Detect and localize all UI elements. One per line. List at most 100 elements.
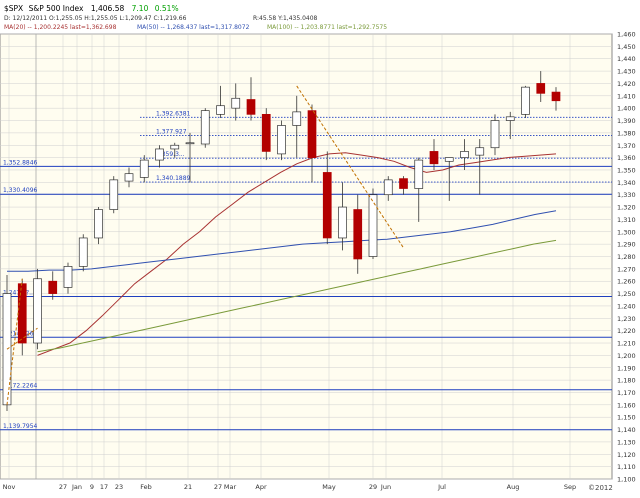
candle bbox=[2, 275, 12, 412]
ma50-legend: MA(50) -- 1,268.437 last=1,317.8072 bbox=[137, 24, 250, 31]
candle-body bbox=[353, 209, 363, 260]
candle bbox=[322, 151, 332, 245]
candle bbox=[155, 145, 164, 168]
candle bbox=[475, 139, 485, 195]
x-tick-label: 27 bbox=[59, 483, 67, 491]
x-tick-label: 21 bbox=[184, 483, 192, 491]
candle-body bbox=[536, 83, 546, 94]
ma100-legend: MA(100) -- 1,203.8771 last=1,292.7575 bbox=[267, 24, 387, 31]
y-tick-label: 1,230 bbox=[617, 315, 636, 323]
candle-body bbox=[307, 110, 317, 158]
candle bbox=[368, 188, 378, 259]
candle bbox=[246, 77, 256, 121]
x-tick-label: Mar bbox=[224, 483, 237, 491]
candle bbox=[277, 120, 286, 161]
y-tick-label: 1,380 bbox=[617, 129, 636, 137]
y-tick-label: 1,340 bbox=[617, 179, 636, 187]
candle bbox=[414, 157, 424, 222]
price-change: 7.10 bbox=[132, 4, 149, 13]
candle bbox=[231, 83, 241, 121]
price-change-pct: 0.51% bbox=[155, 4, 179, 13]
x-tick-label: Jun bbox=[380, 483, 391, 491]
candle bbox=[383, 176, 393, 201]
y-tick-label: 1,100 bbox=[617, 476, 636, 484]
candle-body bbox=[231, 97, 241, 109]
candle bbox=[353, 194, 363, 274]
candle bbox=[216, 85, 225, 119]
y-tick-label: 1,430 bbox=[617, 68, 636, 76]
y-tick-label: 1,180 bbox=[617, 377, 636, 385]
candle-body bbox=[475, 147, 485, 156]
y-tick-label: 1,460 bbox=[617, 31, 636, 39]
candle-body bbox=[48, 280, 58, 294]
y-tick-label: 1,450 bbox=[617, 43, 636, 51]
y-tick-label: 1,130 bbox=[617, 438, 636, 446]
candle-body bbox=[185, 142, 195, 145]
y-tick-label: 1,250 bbox=[617, 290, 636, 298]
moving-average-line bbox=[37, 239, 557, 353]
level-label: 1,330.4096 bbox=[3, 187, 38, 194]
x-tick-label: Jan bbox=[71, 483, 82, 491]
candle bbox=[139, 155, 149, 183]
candle bbox=[505, 111, 515, 140]
candle bbox=[185, 132, 195, 183]
candle bbox=[460, 139, 469, 170]
y-tick-label: 1,160 bbox=[617, 401, 636, 409]
y-tick-label: 1,300 bbox=[617, 228, 636, 236]
candle bbox=[170, 142, 180, 158]
y-tick-label: 1,360 bbox=[617, 154, 636, 162]
x-tick-label: Apr bbox=[255, 483, 267, 491]
x-tick-label: 23 bbox=[115, 483, 123, 491]
candle-body bbox=[17, 283, 27, 344]
y-tick-label: 1,420 bbox=[617, 80, 636, 88]
y-tick-label: 1,240 bbox=[617, 302, 636, 310]
trendline bbox=[296, 85, 404, 249]
candle-body bbox=[124, 173, 134, 182]
candle-body bbox=[505, 116, 515, 121]
y-tick-label: 1,330 bbox=[617, 191, 636, 199]
y-tick-label: 1,270 bbox=[617, 265, 636, 273]
y-tick-label: 1,290 bbox=[617, 241, 636, 249]
y-tick-label: 1,410 bbox=[617, 92, 636, 100]
candle-body bbox=[94, 209, 103, 239]
candle bbox=[33, 268, 42, 350]
candle-body bbox=[63, 266, 73, 288]
index-name: S&P 500 Index bbox=[29, 4, 84, 13]
candle bbox=[490, 114, 500, 156]
y-axis: 1,100 1,110 1,120 1,130 1,140 1,150 1,160 1,170… bbox=[617, 31, 636, 484]
y-tick-label: 1,280 bbox=[617, 253, 636, 261]
ma20-legend: MA(20) -- 1,200.2245 last=1,362.698 bbox=[4, 24, 117, 31]
candle-body bbox=[460, 151, 469, 158]
candle bbox=[109, 176, 119, 214]
candle bbox=[261, 108, 271, 161]
trendlines bbox=[6, 85, 404, 405]
last-price: 1,406.58 bbox=[91, 4, 125, 13]
fib-level-label: 1,359.3... bbox=[156, 151, 185, 158]
candle-body bbox=[261, 113, 271, 152]
y-tick-label: 1,350 bbox=[617, 166, 636, 174]
x-axis: Nov 27 Jan 9 17 23 Feb 21 27 Mar Apr May 29 Jun Jul Aug… bbox=[3, 483, 576, 491]
x-tick-label: 9 bbox=[90, 483, 94, 491]
candle-body bbox=[322, 172, 332, 239]
fib-level-label: 1,392.6381 bbox=[156, 110, 191, 117]
x-tick-label: Feb bbox=[140, 483, 152, 491]
candle bbox=[78, 234, 88, 272]
y-tick-label: 1,260 bbox=[617, 278, 636, 286]
y-tick-label: 1,310 bbox=[617, 216, 636, 224]
moving-average-line bbox=[7, 210, 557, 272]
candle-body bbox=[383, 179, 393, 196]
y-tick-label: 1,200 bbox=[617, 352, 636, 360]
y-tick-label: 1,190 bbox=[617, 364, 636, 372]
y-tick-label: 1,320 bbox=[617, 204, 636, 212]
candle-body bbox=[200, 110, 210, 145]
candle-body bbox=[109, 179, 119, 210]
y-tick-label: 1,390 bbox=[617, 117, 636, 125]
y-tick-label: 1,400 bbox=[617, 105, 636, 113]
candle-body bbox=[155, 148, 164, 161]
symbol: $SPX bbox=[4, 4, 23, 13]
x-tick-label: Jul bbox=[437, 483, 446, 491]
candle bbox=[200, 108, 210, 148]
candle bbox=[338, 182, 347, 251]
